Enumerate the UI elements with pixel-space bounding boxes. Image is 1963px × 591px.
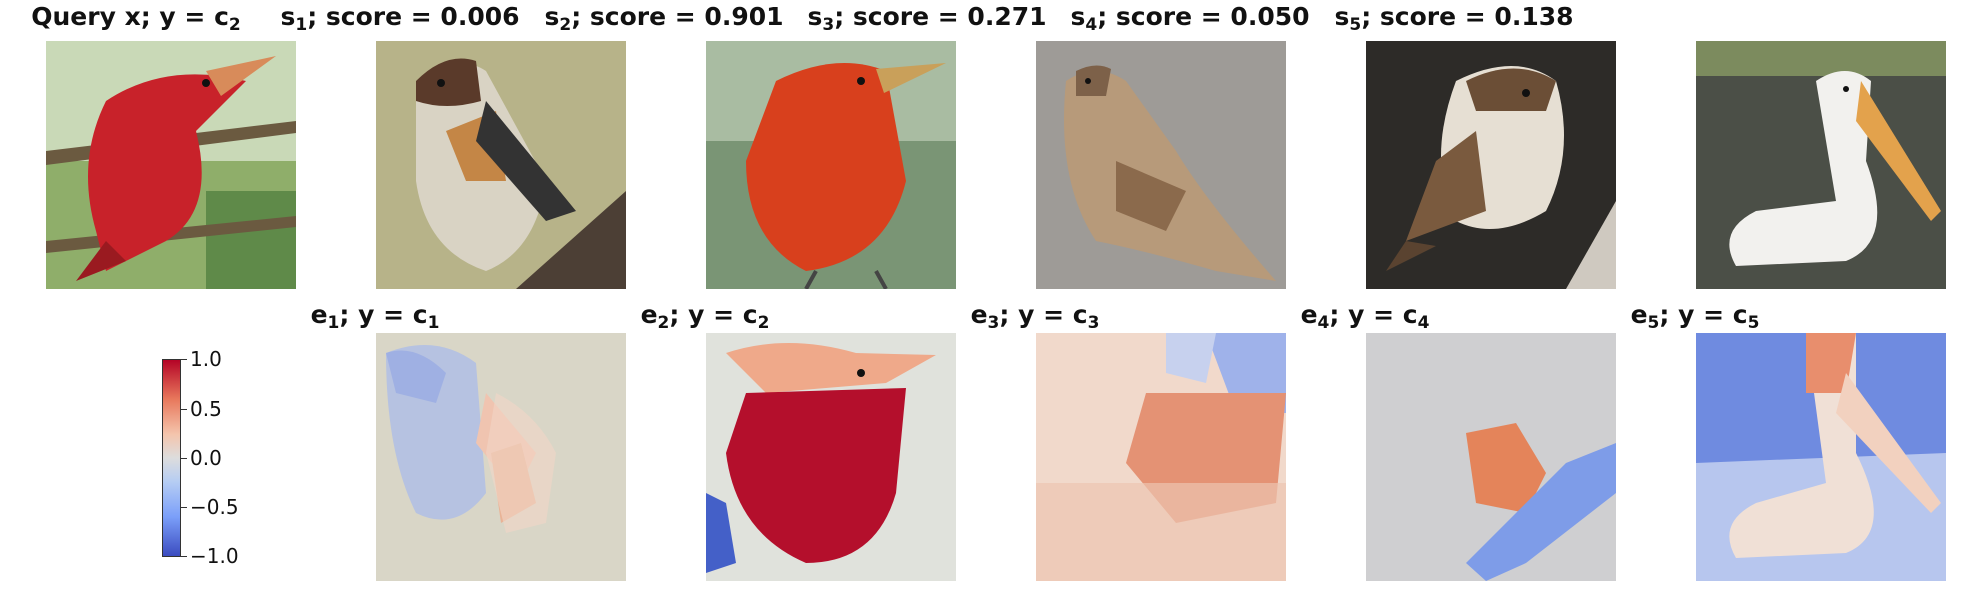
explanation-map-2 <box>706 333 956 581</box>
colorbar-tick-neg0.5: −0.5 <box>190 495 239 519</box>
colorbar-tick-1: 1.0 <box>190 347 222 371</box>
sparrow-photo <box>1036 41 1286 289</box>
white-throated-sparrow-photo <box>1366 41 1616 289</box>
explanation-map-1 <box>376 333 626 581</box>
colorbar <box>162 359 181 557</box>
red-bird-query-photo <box>46 41 296 289</box>
explanation-map-3 <box>1036 333 1286 581</box>
sample-5-image <box>1696 41 1946 289</box>
sample-4-title: s4; score = 0.050 <box>1070 2 1310 35</box>
sample-3-image <box>1036 41 1286 289</box>
explanation-5-heatmap <box>1696 333 1946 581</box>
query-image <box>46 41 296 289</box>
explanation-map-4 <box>1366 333 1616 581</box>
explanation-3-heatmap <box>1036 333 1286 581</box>
sample-5-title: s5; score = 0.138 <box>1334 2 1574 35</box>
warbler-photo <box>376 41 626 289</box>
query-title: Query x; y = c2 <box>31 2 241 35</box>
red-bird-photo <box>706 41 956 289</box>
pelican-photo <box>1696 41 1946 289</box>
sample-1-image <box>376 41 626 289</box>
sample-3-title: s3; score = 0.271 <box>807 2 1047 35</box>
explanation-1-heatmap <box>376 333 626 581</box>
colorbar-tick-0: 0.0 <box>190 446 222 470</box>
colorbar-tick-neg1: −1.0 <box>190 544 239 568</box>
explanation-4-heatmap <box>1366 333 1616 581</box>
sample-4-image <box>1366 41 1616 289</box>
sample-1-title: s1; score = 0.006 <box>280 2 520 35</box>
colorbar-tick-0.5: 0.5 <box>190 397 222 421</box>
sample-2-title: s2; score = 0.901 <box>544 2 784 35</box>
sample-2-image <box>706 41 956 289</box>
explanation-2-heatmap <box>706 333 956 581</box>
explanation-map-5 <box>1696 333 1946 581</box>
